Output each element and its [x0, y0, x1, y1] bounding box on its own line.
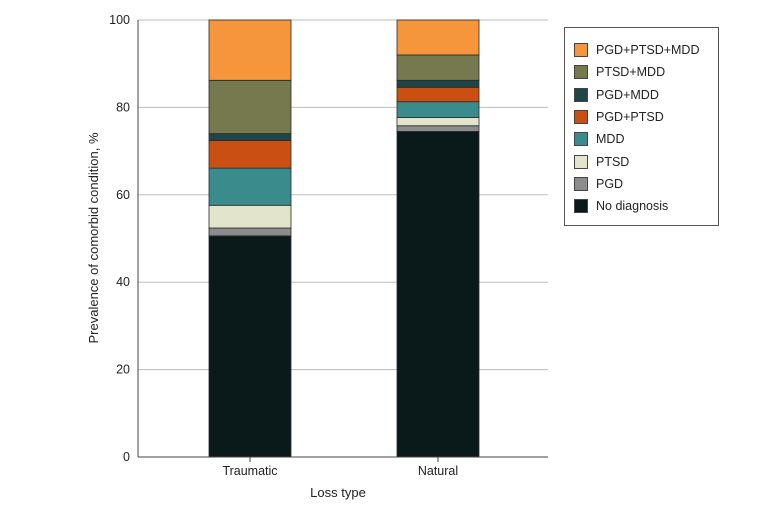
legend-label: PGD+PTSD	[596, 109, 664, 124]
y-tick-label: 0	[123, 450, 130, 464]
bar-segment-natural-ptsd-mdd	[396, 54, 480, 81]
legend-label: PGD+MDD	[596, 87, 659, 102]
bar-segment-traumatic-pgd-mdd	[208, 133, 292, 142]
y-tick-label: 20	[116, 363, 130, 377]
bar-segment-natural-no-diagnosis	[396, 131, 480, 458]
legend-swatch	[574, 154, 588, 169]
bar-segment-traumatic-no-diagnosis	[208, 235, 292, 458]
legend-swatch	[574, 109, 588, 124]
y-axis-label: Prevalence of comorbid condition, %	[86, 132, 101, 343]
bar-segment-traumatic-ptsd-mdd	[208, 79, 292, 135]
bar-segment-traumatic-ptsd	[208, 204, 292, 229]
legend-label: PTSD	[596, 154, 630, 169]
legend-swatch	[574, 132, 588, 147]
bar-segment-natural-mdd	[396, 101, 480, 118]
y-tick-label: 40	[116, 275, 130, 289]
legend-item: MDD	[574, 131, 624, 147]
legend-swatch	[574, 199, 588, 214]
y-tick-labels: 0 20 40 60 80 100	[109, 13, 130, 464]
bar-segment-natural-pgd	[396, 125, 480, 132]
bar-segment-natural-ptsd	[396, 117, 480, 127]
legend-item: PGD	[574, 176, 623, 192]
bar-segment-natural-pgd-ptsd	[396, 86, 480, 103]
y-tick-label: 60	[116, 188, 130, 202]
legend-item: No diagnosis	[574, 198, 668, 214]
legend-swatch	[574, 87, 588, 102]
legend-label: PGD	[596, 176, 624, 191]
bar-segment-traumatic-mdd	[208, 167, 292, 206]
bar-segment-traumatic-pgd	[208, 227, 292, 237]
bar-segment-traumatic-pgd-ptsd	[208, 140, 292, 169]
bars	[208, 19, 480, 458]
legend-item: PGD+MDD	[574, 87, 659, 103]
legend-label: MDD	[596, 132, 625, 147]
bar-segment-natural-pgd-mdd	[396, 79, 480, 88]
x-tick-labels: Traumatic Natural	[222, 457, 458, 478]
y-tick-label: 80	[116, 100, 130, 114]
legend-label: No diagnosis	[596, 199, 669, 214]
legend-swatch	[574, 43, 588, 57]
legend: PGD+PTSD+MDD PTSD+MDD PGD+MDD PGD+PTSD MDD PT…	[564, 27, 719, 226]
bar-segment-natural-pgd-ptsd-mdd	[396, 19, 480, 56]
legend-swatch	[574, 176, 588, 191]
legend-item: PGD+PTSD	[574, 109, 664, 125]
x-axis-label: Loss type	[310, 485, 366, 500]
y-tick-label: 100	[109, 13, 130, 27]
bar-segment-traumatic-pgd-ptsd-mdd	[208, 19, 292, 81]
x-tick-label: Traumatic	[222, 464, 277, 478]
axes	[137, 20, 548, 458]
legend-item: PGD+PTSD+MDD	[574, 42, 700, 58]
legend-item: PTSD	[574, 154, 629, 170]
gridlines	[138, 19, 548, 371]
legend-label: PGD+PTSD+MDD	[596, 43, 700, 57]
legend-label: PTSD+MDD	[596, 65, 666, 80]
legend-swatch	[574, 65, 588, 80]
legend-item: PTSD+MDD	[574, 64, 665, 80]
x-tick-label: Natural	[418, 464, 458, 478]
